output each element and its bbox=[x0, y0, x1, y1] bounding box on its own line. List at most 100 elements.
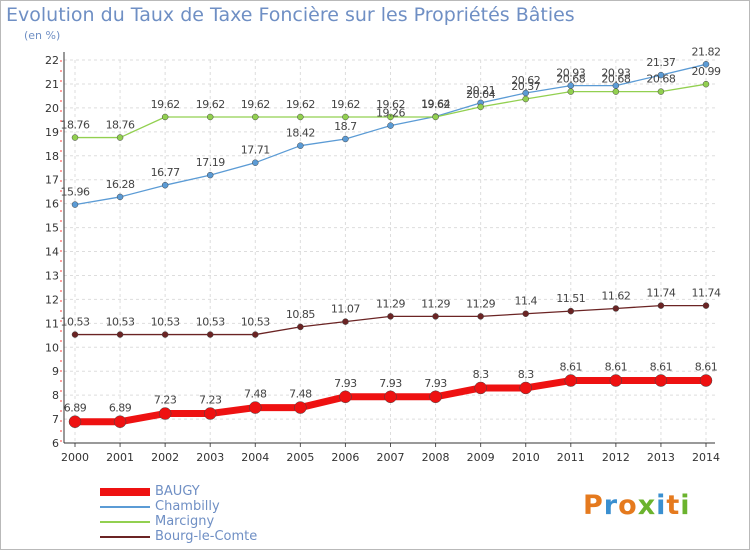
data-label: 6.89 bbox=[64, 402, 87, 415]
data-point bbox=[297, 142, 304, 149]
data-label: 19.62 bbox=[151, 98, 180, 111]
data-label: 7.23 bbox=[199, 394, 222, 407]
x-tick-label: 2002 bbox=[151, 451, 179, 464]
legend-swatch bbox=[100, 535, 150, 538]
data-label: 10.53 bbox=[241, 316, 270, 329]
data-label: 10.53 bbox=[106, 316, 135, 329]
y-tick-label: 19 bbox=[45, 126, 59, 139]
y-tick-label: 10 bbox=[45, 341, 59, 354]
data-point bbox=[432, 313, 439, 320]
data-label: 7.93 bbox=[334, 377, 357, 390]
data-point bbox=[609, 374, 623, 387]
data-point bbox=[116, 331, 124, 338]
data-point bbox=[612, 305, 620, 312]
data-point bbox=[342, 135, 349, 143]
y-tick-label: 14 bbox=[45, 246, 59, 259]
data-point bbox=[477, 313, 484, 320]
series-baugy bbox=[68, 374, 713, 428]
data-point bbox=[161, 181, 169, 189]
data-label: 19.62 bbox=[286, 98, 315, 111]
y-tick-label: 7 bbox=[52, 413, 59, 426]
y-tick-label: 22 bbox=[45, 54, 59, 67]
data-label: 20.68 bbox=[556, 73, 585, 86]
legend-label: Marcigny bbox=[155, 514, 215, 529]
data-label: 11.07 bbox=[331, 303, 360, 316]
data-label: 20.68 bbox=[646, 73, 675, 86]
axes: 6 7 8 9 10 11 12 13 14 15 16 17 18 19 20 21 22 2000 2001 20… bbox=[45, 52, 720, 464]
series-chambilly bbox=[71, 61, 710, 208]
legend-label: BAUGY bbox=[155, 484, 200, 499]
data-point bbox=[522, 95, 529, 103]
data-point bbox=[702, 80, 710, 88]
data-label: 11.51 bbox=[556, 292, 585, 305]
data-point bbox=[342, 318, 349, 325]
data-label: 18.76 bbox=[61, 119, 90, 132]
y-tick-label: 11 bbox=[45, 317, 59, 330]
data-point bbox=[519, 381, 532, 395]
data-point bbox=[567, 307, 575, 315]
legend-swatch bbox=[100, 505, 150, 508]
data-label: 17.71 bbox=[241, 144, 270, 157]
y-tick-label: 16 bbox=[45, 198, 59, 211]
data-label: 6.89 bbox=[109, 402, 132, 415]
chart-legend: BAUGY Chambilly Marcigny Bourg-le-Comte bbox=[100, 484, 257, 544]
data-label: 11.62 bbox=[601, 289, 630, 302]
legend-item: Marcigny bbox=[100, 514, 257, 529]
data-point bbox=[657, 302, 665, 309]
x-tick-label: 2009 bbox=[467, 451, 495, 464]
data-label: 20.62 bbox=[511, 74, 540, 87]
series-marcigny bbox=[71, 80, 710, 141]
data-label: 11.74 bbox=[692, 287, 721, 300]
data-label: 8.3 bbox=[518, 368, 534, 381]
series-group bbox=[68, 61, 713, 428]
data-label: 16.77 bbox=[151, 166, 180, 179]
x-tick-label: 2006 bbox=[331, 451, 359, 464]
data-label: 8.61 bbox=[605, 361, 628, 374]
data-label: 11.74 bbox=[646, 287, 675, 300]
data-point bbox=[113, 415, 127, 428]
data-point bbox=[474, 381, 487, 395]
data-point bbox=[342, 113, 349, 121]
y-tick-label: 13 bbox=[45, 269, 59, 282]
data-point bbox=[612, 88, 620, 95]
y-tick-label: 12 bbox=[45, 293, 59, 306]
logo-letter: P bbox=[583, 490, 604, 521]
data-point bbox=[203, 407, 217, 420]
y-tick-label: 8 bbox=[52, 389, 59, 402]
data-point bbox=[71, 201, 79, 208]
data-point bbox=[116, 134, 124, 141]
x-tick-label: 2007 bbox=[377, 451, 405, 464]
data-label: 11.29 bbox=[376, 297, 405, 310]
data-point bbox=[294, 401, 307, 414]
data-point bbox=[564, 374, 578, 387]
data-label: 19.62 bbox=[331, 98, 360, 111]
data-point bbox=[252, 331, 259, 338]
data-point bbox=[206, 113, 214, 121]
data-point bbox=[71, 331, 79, 338]
chart-subtitle: (en %) bbox=[24, 29, 61, 42]
data-label: 20.93 bbox=[601, 67, 630, 80]
data-label: 20.21 bbox=[466, 84, 495, 97]
y-tick-label: 17 bbox=[45, 174, 59, 187]
data-point bbox=[252, 159, 259, 166]
data-point bbox=[477, 103, 484, 111]
data-point bbox=[387, 313, 394, 320]
y-tick-label: 9 bbox=[52, 365, 59, 378]
data-label: 20.93 bbox=[556, 67, 585, 80]
data-point bbox=[158, 407, 172, 420]
data-point bbox=[68, 415, 82, 428]
x-tick-label: 2013 bbox=[647, 451, 675, 464]
data-label: 11.29 bbox=[466, 297, 495, 310]
data-label: 7.48 bbox=[289, 388, 312, 401]
y-tick-label: 18 bbox=[45, 150, 59, 163]
data-label: 17.19 bbox=[196, 156, 225, 169]
logo-letter: i bbox=[656, 490, 667, 521]
data-label: 20.68 bbox=[601, 73, 630, 86]
data-point bbox=[522, 310, 529, 317]
data-label: 19.62 bbox=[196, 98, 225, 111]
data-point bbox=[387, 113, 394, 121]
data-label: 16.28 bbox=[106, 178, 135, 191]
data-point bbox=[432, 113, 439, 121]
y-tick-label: 15 bbox=[45, 222, 59, 235]
data-label: 11.4 bbox=[514, 295, 537, 308]
